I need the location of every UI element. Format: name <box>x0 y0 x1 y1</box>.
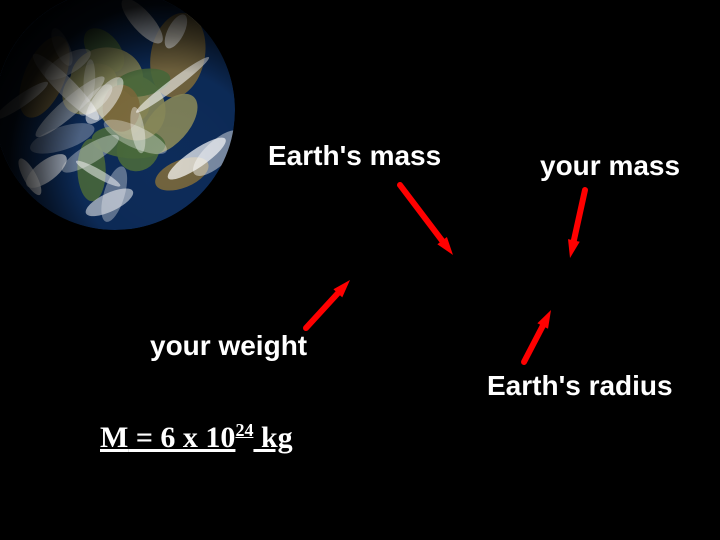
formula-exponent: 24 <box>235 420 253 440</box>
formula-suffix: kg <box>253 421 292 454</box>
arrows-layer <box>0 0 720 540</box>
formula-var-M: M <box>100 421 128 454</box>
formula-mid: = 6 x 10 <box>128 421 235 454</box>
formula-earth-mass: M = 6 x 1024 kg <box>100 420 293 455</box>
